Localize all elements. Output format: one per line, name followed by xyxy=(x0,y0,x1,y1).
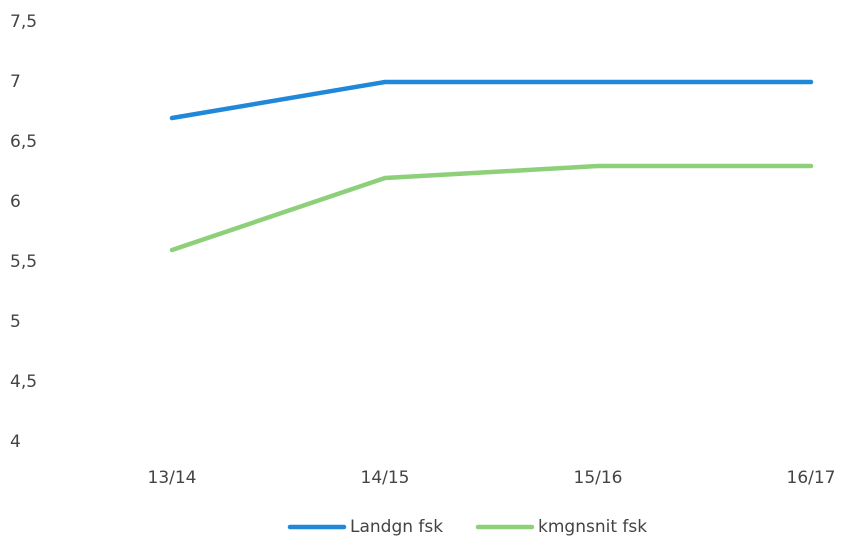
y-tick-label: 4 xyxy=(10,432,21,452)
y-tick-label: 7 xyxy=(10,72,21,92)
x-tick-label: 14/15 xyxy=(361,468,410,488)
x-tick-label: 16/17 xyxy=(787,468,836,488)
y-tick-label: 7,5 xyxy=(10,12,37,32)
series-line xyxy=(169,79,814,121)
series-line xyxy=(169,163,814,253)
y-tick-label: 6 xyxy=(10,192,21,212)
y-tick-label: 5 xyxy=(10,312,21,332)
y-tick-label: 4,5 xyxy=(10,372,37,392)
y-tick-label: 5,5 xyxy=(10,252,37,272)
x-tick-label: 15/16 xyxy=(574,468,623,488)
legend-label: kmgnsnit fsk xyxy=(538,517,647,537)
y-tick-label: 6,5 xyxy=(10,132,37,152)
legend-label: Landgn fsk xyxy=(350,517,443,537)
x-tick-label: 13/14 xyxy=(148,468,197,488)
